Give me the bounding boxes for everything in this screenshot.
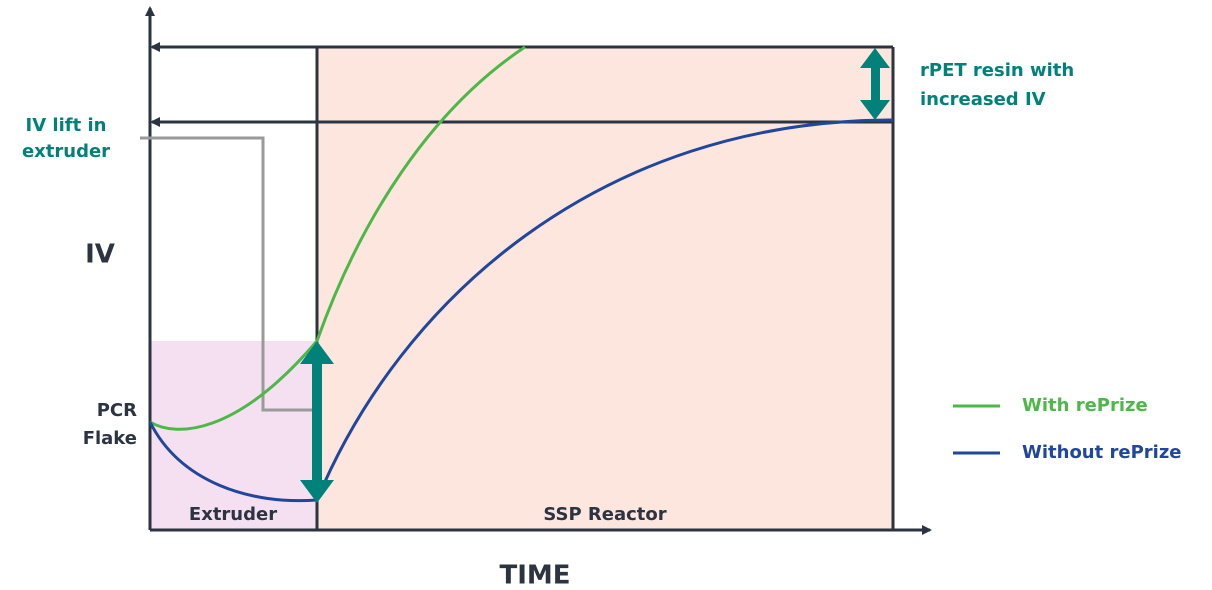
pcr-label: Flake [83,428,137,449]
x-label: TIME [499,561,570,590]
iv-lift-label: extruder [22,141,110,162]
rpet-arrow-head [860,48,890,68]
rpet-label: rPET resin with [920,60,1074,81]
y-label: IV [85,240,115,270]
region-label: Extruder [189,504,277,525]
iv-lift-pointer [140,136,317,412]
green-curve [149,45,526,431]
region-label: SSP Reactor [543,504,666,525]
legend-entry: Without rePrize [1022,442,1182,463]
rpet-arrow-head [860,100,890,120]
lift-arrow-head [300,480,334,503]
lift-arrow-shaft [312,362,322,482]
rpet-arrow-shaft [871,66,880,102]
legend-entry: With rePrize [1022,395,1148,416]
pcr-label: PCR [97,400,137,421]
rpet-label: increased IV [920,89,1046,110]
blue-curve [148,118,894,503]
ssp-region [317,47,893,530]
lift-arrow-head [300,341,334,364]
iv-lift-label: IV lift in [26,115,107,136]
